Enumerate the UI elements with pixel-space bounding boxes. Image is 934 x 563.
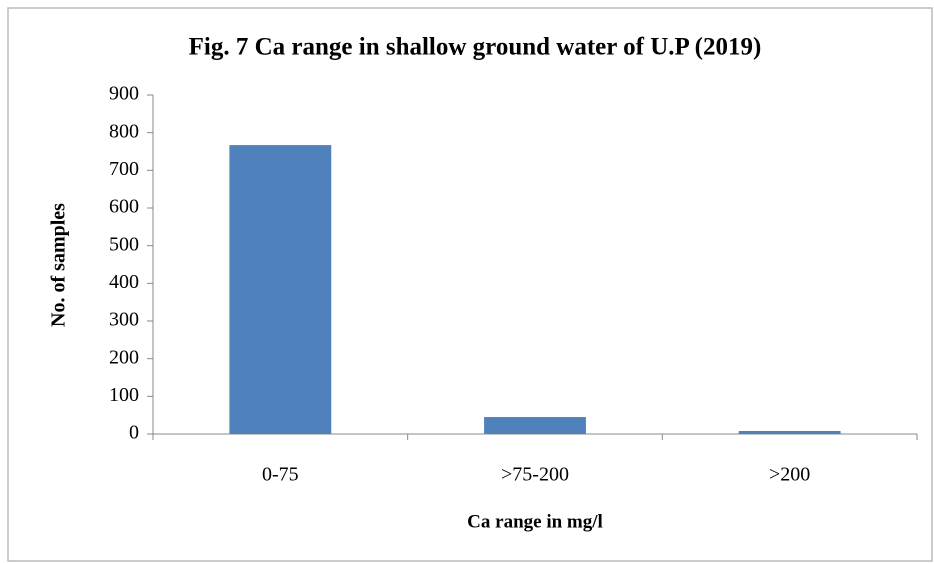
- chart-title: Fig. 7 Ca range in shallow ground water …: [189, 34, 762, 61]
- y-tick-label: 400: [109, 271, 139, 293]
- bar: [229, 145, 332, 434]
- frame: [7, 7, 933, 562]
- bar: [738, 430, 841, 434]
- y-tick-label: 800: [109, 120, 139, 142]
- bar: [484, 417, 586, 434]
- y-tick-label: 600: [109, 196, 139, 218]
- x-axis-label: Ca range in mg/l: [467, 511, 603, 532]
- y-tick-label: 0: [129, 422, 139, 444]
- x-tick-label: >75-200: [501, 464, 569, 486]
- x-tick-label: 0-75: [262, 464, 299, 486]
- y-tick-label: 200: [109, 346, 139, 368]
- y-tick-label: 500: [109, 233, 139, 255]
- y-axis-label: No. of samples: [48, 203, 70, 327]
- y-tick-label: 700: [109, 158, 139, 180]
- x-tick-label: >200: [769, 464, 810, 486]
- y-tick-label: 900: [109, 83, 139, 105]
- y-tick-label: 100: [109, 384, 139, 406]
- y-tick-label: 300: [109, 309, 139, 331]
